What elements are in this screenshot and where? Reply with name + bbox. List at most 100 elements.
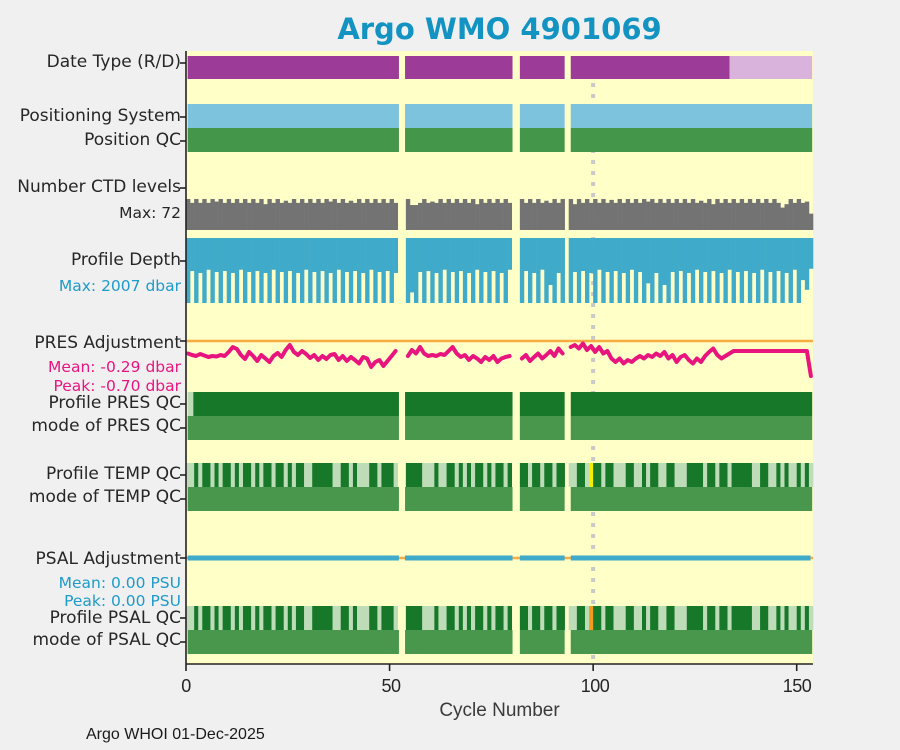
row-profile_temp_qc: [589, 463, 594, 487]
profile-depth-bar: [768, 238, 773, 273]
row-profile_psal_qc: [613, 606, 627, 630]
profile-depth-bar: [548, 238, 553, 285]
row-profile_temp_qc: [495, 463, 504, 487]
profile-depth-bar: [454, 238, 460, 303]
profile-depth-bar: [222, 238, 228, 272]
row-profile_temp_qc: [291, 463, 297, 487]
label-psal-peak: Peak: 0.00 PSU: [64, 592, 181, 610]
row-profile_temp_qc: [405, 463, 423, 487]
x-tick-150: 150: [782, 676, 812, 696]
ctd-levels-bar: [503, 199, 508, 230]
profile-depth-bar: [597, 238, 602, 270]
row-profile_temp_qc: [214, 463, 219, 487]
row-profile_psal_qc: [605, 606, 614, 630]
profile-depth-bar: [528, 238, 533, 303]
ctd-levels-bar: [772, 199, 777, 230]
ctd-levels-bar: [568, 199, 574, 230]
ctd-levels-bar: [438, 199, 443, 230]
row-profile_psal_qc: [377, 606, 382, 630]
profile-depth-bar: [666, 238, 671, 303]
row-profile_temp_qc: [519, 463, 529, 487]
row-profile_psal_qc: [491, 606, 496, 630]
ctd-levels-bar: [609, 199, 614, 230]
row-profile_psal_qc: [601, 606, 606, 630]
row-profile_psal_qc: [458, 606, 464, 630]
row-profile_psal_qc: [255, 606, 260, 630]
row-profile_temp_qc: [434, 463, 439, 487]
row-profile_psal_qc: [519, 606, 529, 630]
row-profile_psal_qc: [218, 606, 223, 630]
ctd-levels-bar: [361, 202, 366, 230]
profile-depth-bar: [601, 238, 606, 303]
ctd-levels-bar: [552, 199, 557, 230]
row-profile_temp_qc: [348, 463, 354, 487]
row-profile_psal_qc: [454, 606, 460, 630]
row-profile_temp_qc: [466, 463, 472, 487]
row-profile_psal_qc: [357, 606, 370, 630]
row-profile_temp_qc: [808, 463, 814, 487]
profile-depth-bar: [316, 238, 321, 303]
row-profile_psal_qc: [686, 606, 704, 630]
ctd-levels-bar: [271, 202, 276, 230]
profile-depth-bar: [674, 238, 679, 303]
profile-depth-bar: [585, 238, 590, 303]
profile-depth-bar: [780, 238, 785, 303]
row-profile_temp_qc: [304, 463, 313, 487]
ctd-levels-bar: [287, 202, 293, 230]
profile-depth-bar: [381, 238, 386, 303]
row-profile_temp_qc: [703, 463, 708, 487]
row-profile_temp_qc: [633, 463, 643, 487]
profile-depth-bar: [756, 238, 761, 303]
ctd-levels-bar: [316, 199, 321, 230]
row-profile_psal_qc: [251, 606, 256, 630]
ctd-levels-bar: [222, 202, 228, 230]
ctd-levels-bar: [300, 199, 305, 230]
row-profile_psal_qc: [198, 606, 203, 630]
profile-depth-bar: [699, 238, 704, 303]
label-depth-max: Max: 2007 dbar: [58, 277, 181, 295]
ctd-levels-bar: [507, 202, 513, 230]
ctd-levels-bar: [751, 202, 757, 230]
ctd-levels-bar: [328, 201, 333, 230]
row-profile_temp_qc: [796, 463, 802, 487]
profile-depth-bar: [442, 238, 447, 270]
label-profile-pres-qc: Profile PRES QC: [48, 393, 181, 413]
row-profile_temp_qc: [255, 463, 260, 487]
ctd-levels-bar: [727, 202, 732, 230]
profile-depth-bar: [475, 238, 480, 270]
row-profile_psal_qc: [466, 606, 472, 630]
ctd-levels-bar: [528, 199, 533, 230]
profile-depth-bar: [247, 238, 252, 273]
profile-depth-bar: [373, 238, 378, 303]
row-position_qc: [519, 128, 565, 152]
profile-depth-bar: [678, 238, 684, 272]
ctd-levels-bar: [678, 202, 684, 230]
profile-depth-bar: [479, 238, 484, 303]
profile-depth-bar: [560, 238, 565, 303]
label-position-qc: Position QC: [84, 130, 181, 150]
row-mode_psal_qc: [570, 630, 813, 654]
row-profile_temp_qc: [528, 463, 533, 487]
profile-depth-bar: [772, 238, 777, 303]
profile-depth-bar: [230, 238, 236, 273]
ctd-levels-bar: [589, 202, 594, 230]
ctd-levels-bar: [629, 202, 635, 230]
ctd-levels-bar: [251, 199, 256, 230]
label-pres-adjustment: PRES Adjustment: [34, 333, 181, 353]
row-profile_temp_qc: [601, 463, 606, 487]
profile-depth-bar: [438, 238, 443, 303]
profile-depth-bar: [760, 238, 765, 270]
ctd-levels-bar: [617, 199, 622, 230]
ctd-levels-bar: [788, 199, 793, 230]
label-mode-psal-qc: mode of PSAL QC: [32, 630, 181, 650]
profile-depth-bar: [654, 238, 659, 273]
ctd-levels-bar: [393, 202, 399, 230]
profile-depth-bar: [218, 238, 223, 303]
profile-depth-bar: [495, 238, 500, 303]
profile-depth-bar: [572, 238, 578, 273]
ctd-levels-bar: [202, 199, 207, 230]
row-profile_psal_qc: [222, 606, 232, 630]
ctd-levels-bar: [499, 202, 504, 230]
ctd-levels-bar: [491, 202, 496, 230]
